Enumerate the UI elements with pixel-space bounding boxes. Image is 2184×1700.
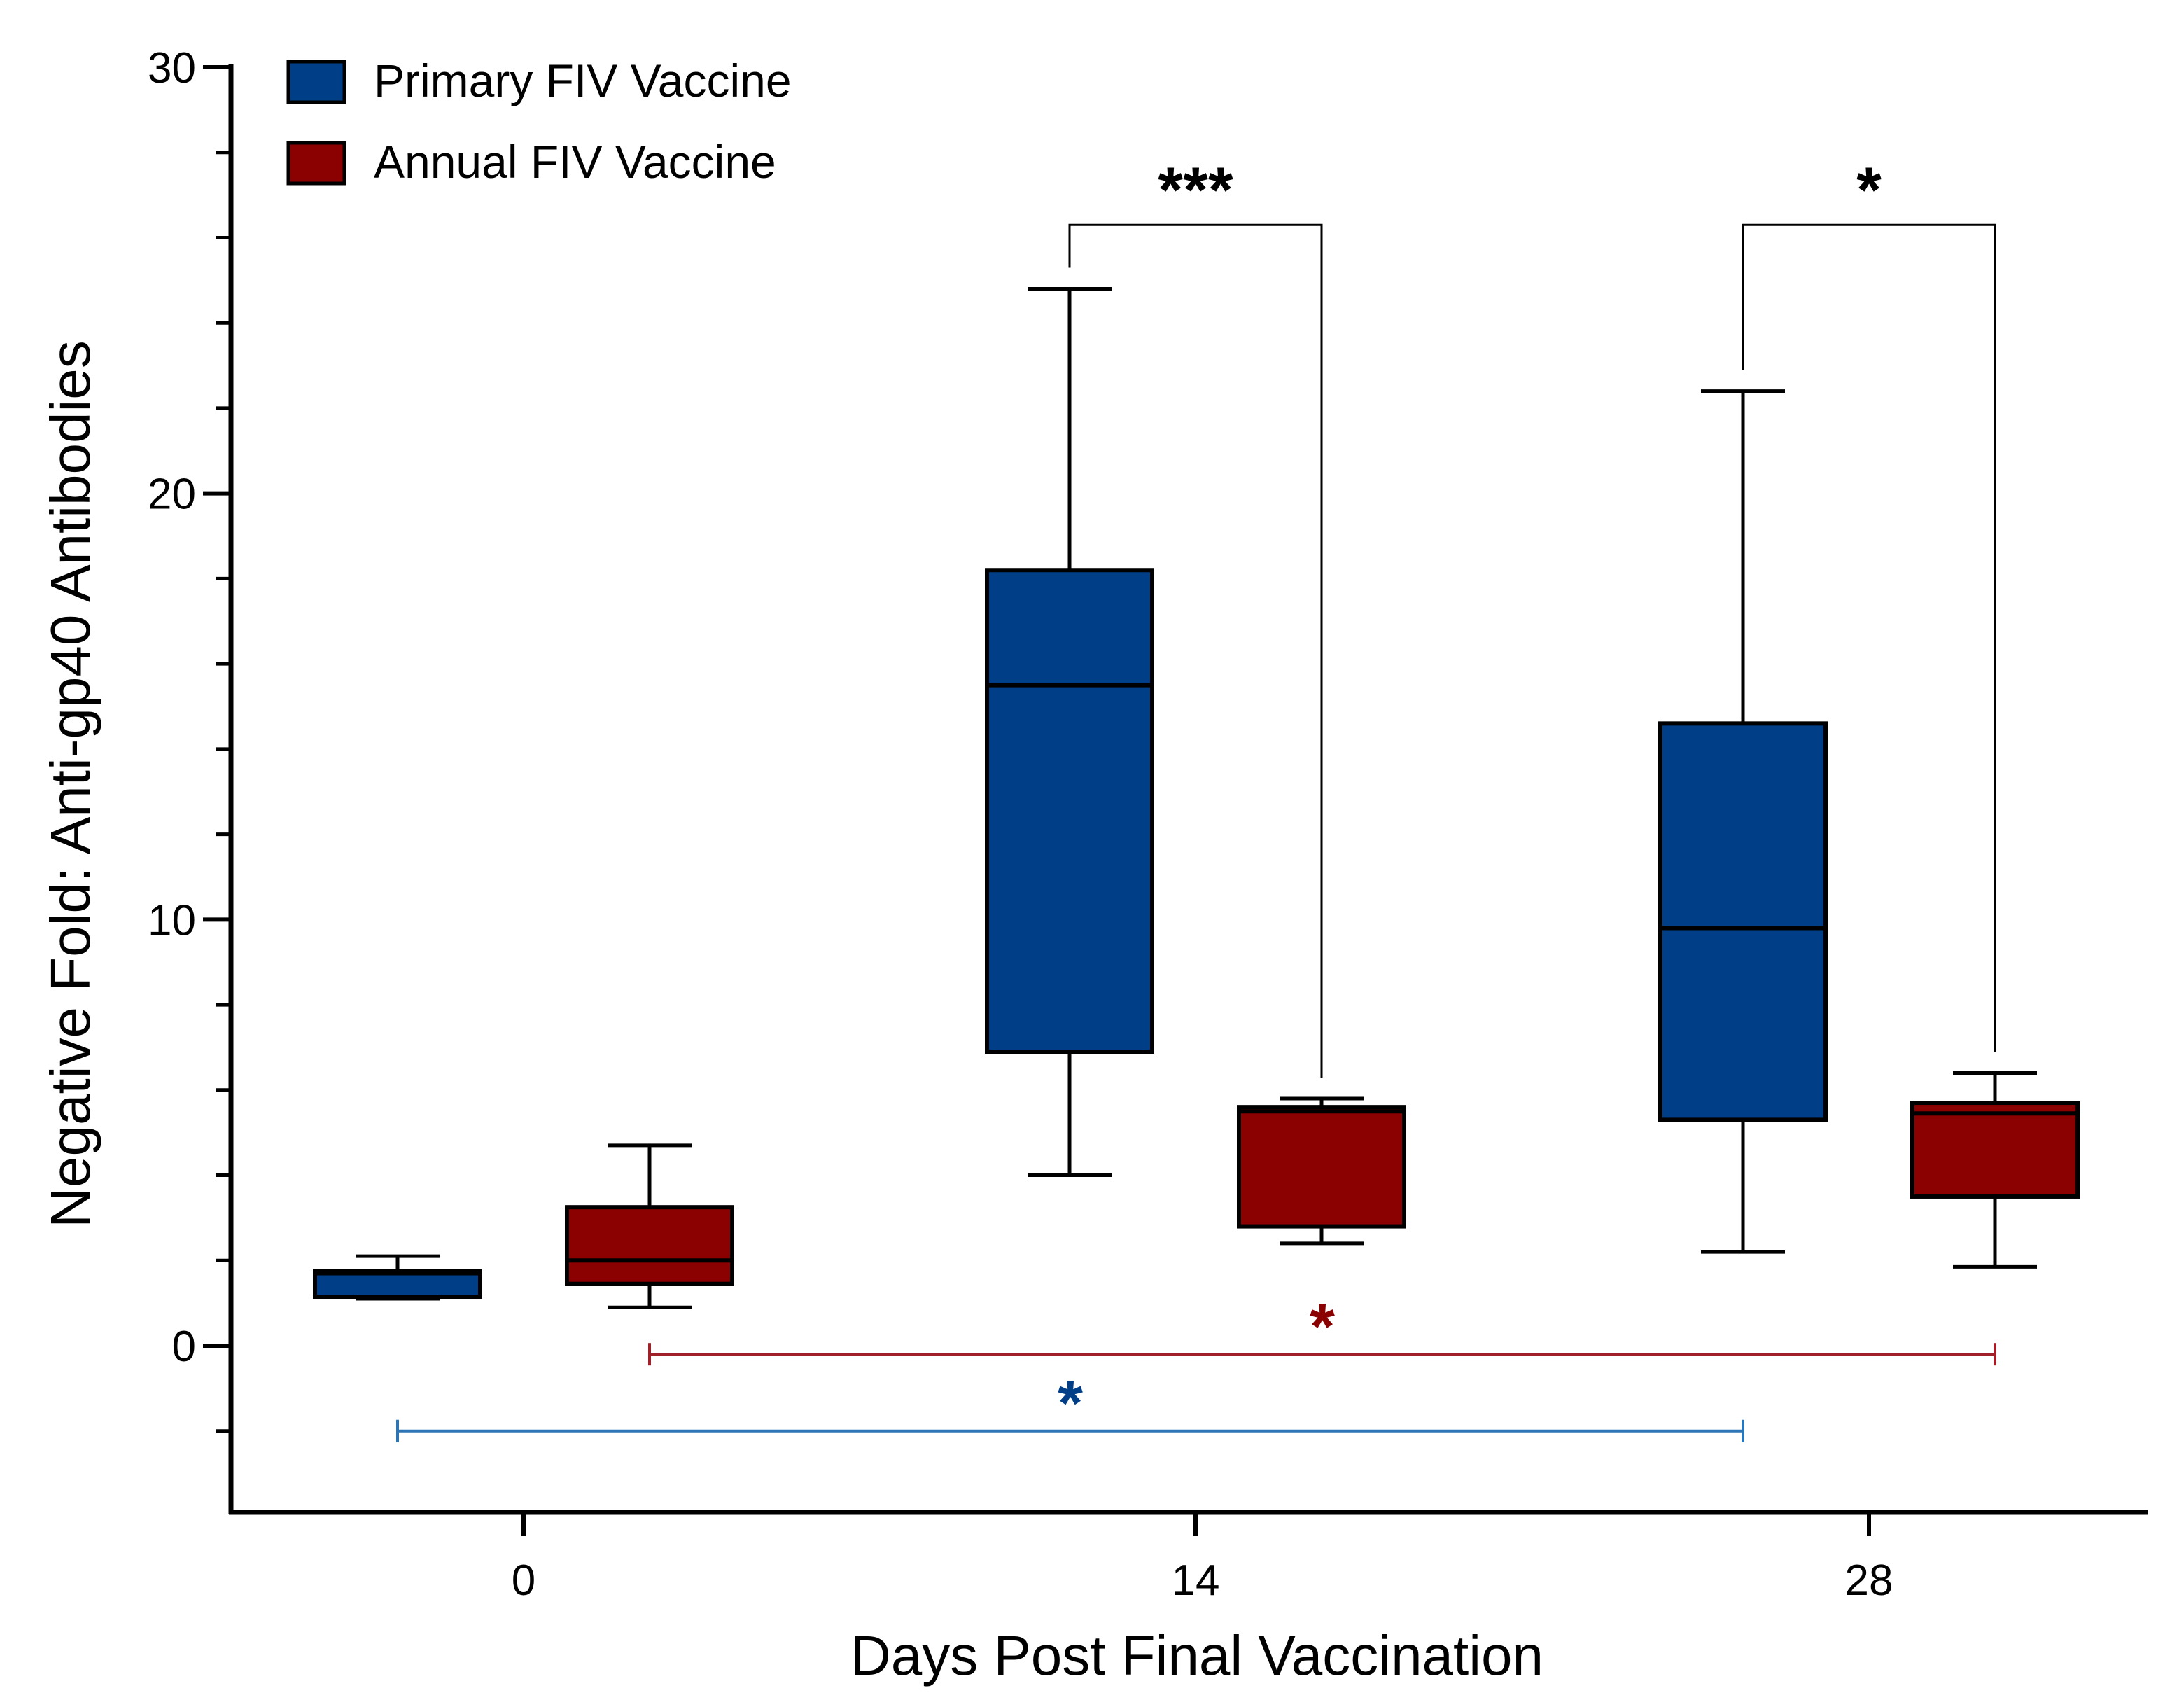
legend: Primary FIV Vaccine Annual FIV Vaccine bbox=[286, 55, 792, 188]
legend-swatch bbox=[286, 141, 346, 186]
iqr-box bbox=[985, 568, 1154, 1054]
box-primary-day-14 bbox=[985, 287, 1154, 1178]
significance-label: * bbox=[1058, 1368, 1083, 1440]
iqr-box bbox=[565, 1205, 734, 1286]
box-annual-day-14 bbox=[1237, 1096, 1406, 1246]
significance-bracket: * bbox=[1742, 155, 1996, 1052]
bracket-line bbox=[1742, 223, 1996, 1052]
significance-span: * bbox=[396, 1368, 1744, 1442]
box-annual-day-0 bbox=[565, 1143, 734, 1309]
significance-label: * bbox=[1856, 155, 1882, 226]
iqr-box bbox=[1910, 1101, 2080, 1199]
significance-annotations: *** *** bbox=[396, 155, 1996, 1442]
legend-item: Primary FIV Vaccine bbox=[286, 55, 792, 106]
box-primary-day-28 bbox=[1658, 389, 1828, 1254]
axes: 0 10 20 30 0 14 28 bbox=[148, 44, 2148, 1605]
significance-bracket: *** bbox=[1068, 155, 1323, 1078]
box-primary-day-0 bbox=[313, 1254, 482, 1301]
y-tick-label: 20 bbox=[148, 471, 196, 519]
legend-swatch bbox=[286, 60, 346, 104]
legend-label: Primary FIV Vaccine bbox=[374, 55, 792, 106]
significance-label: * bbox=[1310, 1291, 1335, 1363]
significance-span: * bbox=[648, 1291, 1996, 1366]
x-axis-title: Days Post Final Vaccination bbox=[850, 1624, 1544, 1687]
boxes-layer bbox=[313, 287, 2080, 1309]
x-tick-label: 14 bbox=[1172, 1556, 1220, 1605]
legend-item: Annual FIV Vaccine bbox=[286, 136, 776, 188]
bracket-line bbox=[1068, 223, 1323, 1078]
significance-label: *** bbox=[1158, 155, 1233, 226]
iqr-box bbox=[1237, 1105, 1406, 1229]
iqr-box bbox=[1658, 721, 1828, 1122]
iqr-box bbox=[313, 1269, 482, 1300]
box-annual-day-28 bbox=[1910, 1071, 2080, 1269]
legend-label: Annual FIV Vaccine bbox=[374, 136, 776, 188]
y-tick-label: 30 bbox=[148, 44, 196, 92]
x-tick-label: 28 bbox=[1845, 1556, 1893, 1605]
x-tick-label: 0 bbox=[512, 1556, 536, 1605]
y-axis-title: Negative Fold: Anti-gp40 Antibodies bbox=[39, 340, 102, 1228]
y-tick-label: 10 bbox=[148, 896, 196, 945]
y-tick-label: 0 bbox=[172, 1323, 196, 1371]
